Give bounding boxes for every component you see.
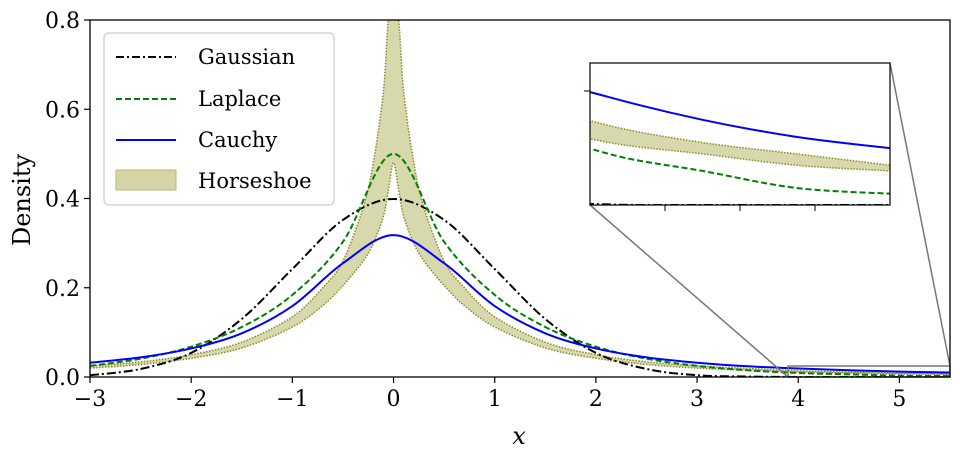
inset-plot-area: [590, 91, 890, 205]
y-axis-ticks: 0.0 0.2 0.4 0.6 0.8: [45, 9, 90, 391]
band-horseshoe-upper: [90, 20, 950, 375]
legend-label-gaussian: Gaussian: [198, 45, 295, 69]
legend-label-horseshoe: Horseshoe: [198, 169, 312, 193]
series-cauchy: [90, 234, 950, 374]
legend-label-cauchy: Cauchy: [198, 128, 277, 152]
x-axis-ticks: −3 −2 −1 0 1 2 3 4 5: [74, 377, 906, 412]
series-laplace: [90, 152, 950, 377]
zoom-connector-left: [589, 204, 789, 378]
inset-ticks: [584, 90, 816, 211]
main-plot-area: [90, 20, 950, 377]
y-tick-label: 0.8: [45, 9, 80, 34]
x-tick-label: 0: [387, 387, 401, 412]
y-tick-label: 0.4: [45, 188, 80, 213]
series-gaussian: [90, 197, 950, 377]
legend: Gaussian Laplace Cauchy Horseshoe: [103, 32, 335, 206]
x-tick-label: 2: [589, 387, 603, 412]
x-tick-label: 4: [791, 387, 805, 412]
band-horseshoe-lower: [90, 162, 950, 376]
legend-label-laplace: Laplace: [198, 87, 281, 111]
y-axis-label: Density: [8, 154, 36, 247]
legend-box: [103, 32, 335, 206]
x-tick-label: −3: [74, 387, 106, 412]
x-axis-label: x: [512, 422, 526, 450]
zoom-connector-right: [889, 62, 951, 367]
x-tick-label: 1: [488, 387, 502, 412]
x-tick-label: 3: [690, 387, 704, 412]
legend-swatch-horseshoe: [115, 169, 177, 191]
y-tick-label: 0.6: [45, 98, 80, 123]
x-tick-label: −1: [276, 387, 308, 412]
inset-band-horseshoe: [590, 120, 890, 171]
x-tick-label: −2: [175, 387, 207, 412]
x-tick-label: 5: [892, 387, 906, 412]
y-tick-label: 0.2: [45, 277, 80, 302]
y-tick-label: 0.0: [45, 366, 80, 391]
